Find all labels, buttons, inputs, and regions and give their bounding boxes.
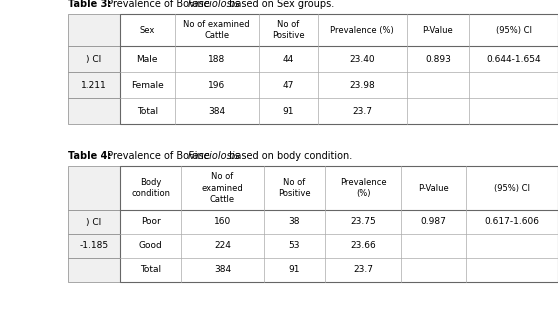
Text: ) CI: ) CI	[86, 217, 102, 226]
Text: 0.893: 0.893	[425, 54, 451, 63]
Text: (95%) CI: (95%) CI	[496, 25, 532, 34]
Text: Male: Male	[137, 54, 158, 63]
Text: No of
examined
Cattle: No of examined Cattle	[201, 172, 243, 204]
Text: P-Value: P-Value	[418, 184, 449, 193]
Text: 1.211: 1.211	[81, 80, 107, 90]
Text: Sex: Sex	[140, 25, 155, 34]
Text: Poor: Poor	[141, 217, 161, 226]
Bar	[68, 234, 120, 258]
Text: 23.98: 23.98	[349, 80, 375, 90]
Text: ) CI: ) CI	[86, 54, 102, 63]
Text: based on Sex groups.: based on Sex groups.	[227, 0, 335, 9]
Text: 0.644-1.654: 0.644-1.654	[487, 54, 541, 63]
Bar	[68, 98, 120, 124]
Text: No of examined
Cattle: No of examined Cattle	[184, 20, 250, 40]
Text: 47: 47	[283, 80, 294, 90]
Text: Body
condition: Body condition	[131, 178, 170, 198]
Text: 196: 196	[208, 80, 225, 90]
Bar	[68, 72, 120, 98]
Text: Total: Total	[140, 266, 161, 274]
Text: -1.185: -1.185	[79, 242, 109, 251]
Text: Prevalence of Bovine: Prevalence of Bovine	[104, 0, 213, 9]
Text: (95%) CI: (95%) CI	[494, 184, 530, 193]
Bar	[68, 14, 120, 46]
Text: 384: 384	[208, 107, 225, 116]
Text: 91: 91	[288, 266, 300, 274]
Text: 160: 160	[214, 217, 231, 226]
Text: 23.40: 23.40	[349, 54, 375, 63]
Text: Prevalence (%): Prevalence (%)	[330, 25, 394, 34]
Text: based on body condition.: based on body condition.	[227, 151, 353, 161]
Bar	[68, 46, 120, 72]
Bar	[68, 258, 120, 282]
Text: No of
Positive: No of Positive	[272, 20, 305, 40]
Text: Total: Total	[137, 107, 158, 116]
Text: 44: 44	[283, 54, 294, 63]
Text: P-Value: P-Value	[422, 25, 453, 34]
Bar	[68, 210, 120, 234]
Text: Prevalence of Bovine: Prevalence of Bovine	[104, 151, 213, 161]
Bar	[120, 14, 558, 124]
Text: 224: 224	[214, 242, 231, 251]
Text: 23.7: 23.7	[353, 266, 373, 274]
Text: Table 3:: Table 3:	[68, 0, 112, 9]
Text: 53: 53	[288, 242, 300, 251]
Text: No of
Positive: No of Positive	[278, 178, 311, 198]
Text: 384: 384	[214, 266, 231, 274]
Text: Table 4:: Table 4:	[68, 151, 112, 161]
Text: Prevalence
(%): Prevalence (%)	[340, 178, 387, 198]
Text: Fasciolosis: Fasciolosis	[188, 151, 240, 161]
Text: 188: 188	[208, 54, 225, 63]
Text: 23.7: 23.7	[352, 107, 372, 116]
Text: 0.987: 0.987	[421, 217, 447, 226]
Text: 23.66: 23.66	[350, 242, 376, 251]
Bar	[68, 166, 120, 210]
Text: 38: 38	[288, 217, 300, 226]
Text: 23.75: 23.75	[350, 217, 376, 226]
Text: 91: 91	[282, 107, 294, 116]
Text: Good: Good	[139, 242, 162, 251]
Text: Female: Female	[131, 80, 163, 90]
Bar	[120, 166, 558, 282]
Text: Fasciolosis: Fasciolosis	[188, 0, 240, 9]
Text: 0.617-1.606: 0.617-1.606	[484, 217, 540, 226]
